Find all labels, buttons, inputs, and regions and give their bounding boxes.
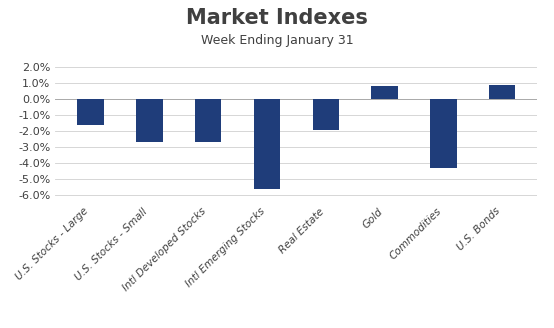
Bar — [312, 99, 339, 130]
Bar — [371, 86, 398, 99]
Text: Market Indexes: Market Indexes — [186, 8, 368, 28]
Bar — [136, 99, 163, 142]
Bar — [254, 99, 280, 189]
Bar — [78, 99, 104, 125]
Bar — [489, 85, 515, 99]
Text: Week Ending January 31: Week Ending January 31 — [201, 34, 353, 48]
Bar — [195, 99, 222, 142]
Bar — [430, 99, 456, 168]
